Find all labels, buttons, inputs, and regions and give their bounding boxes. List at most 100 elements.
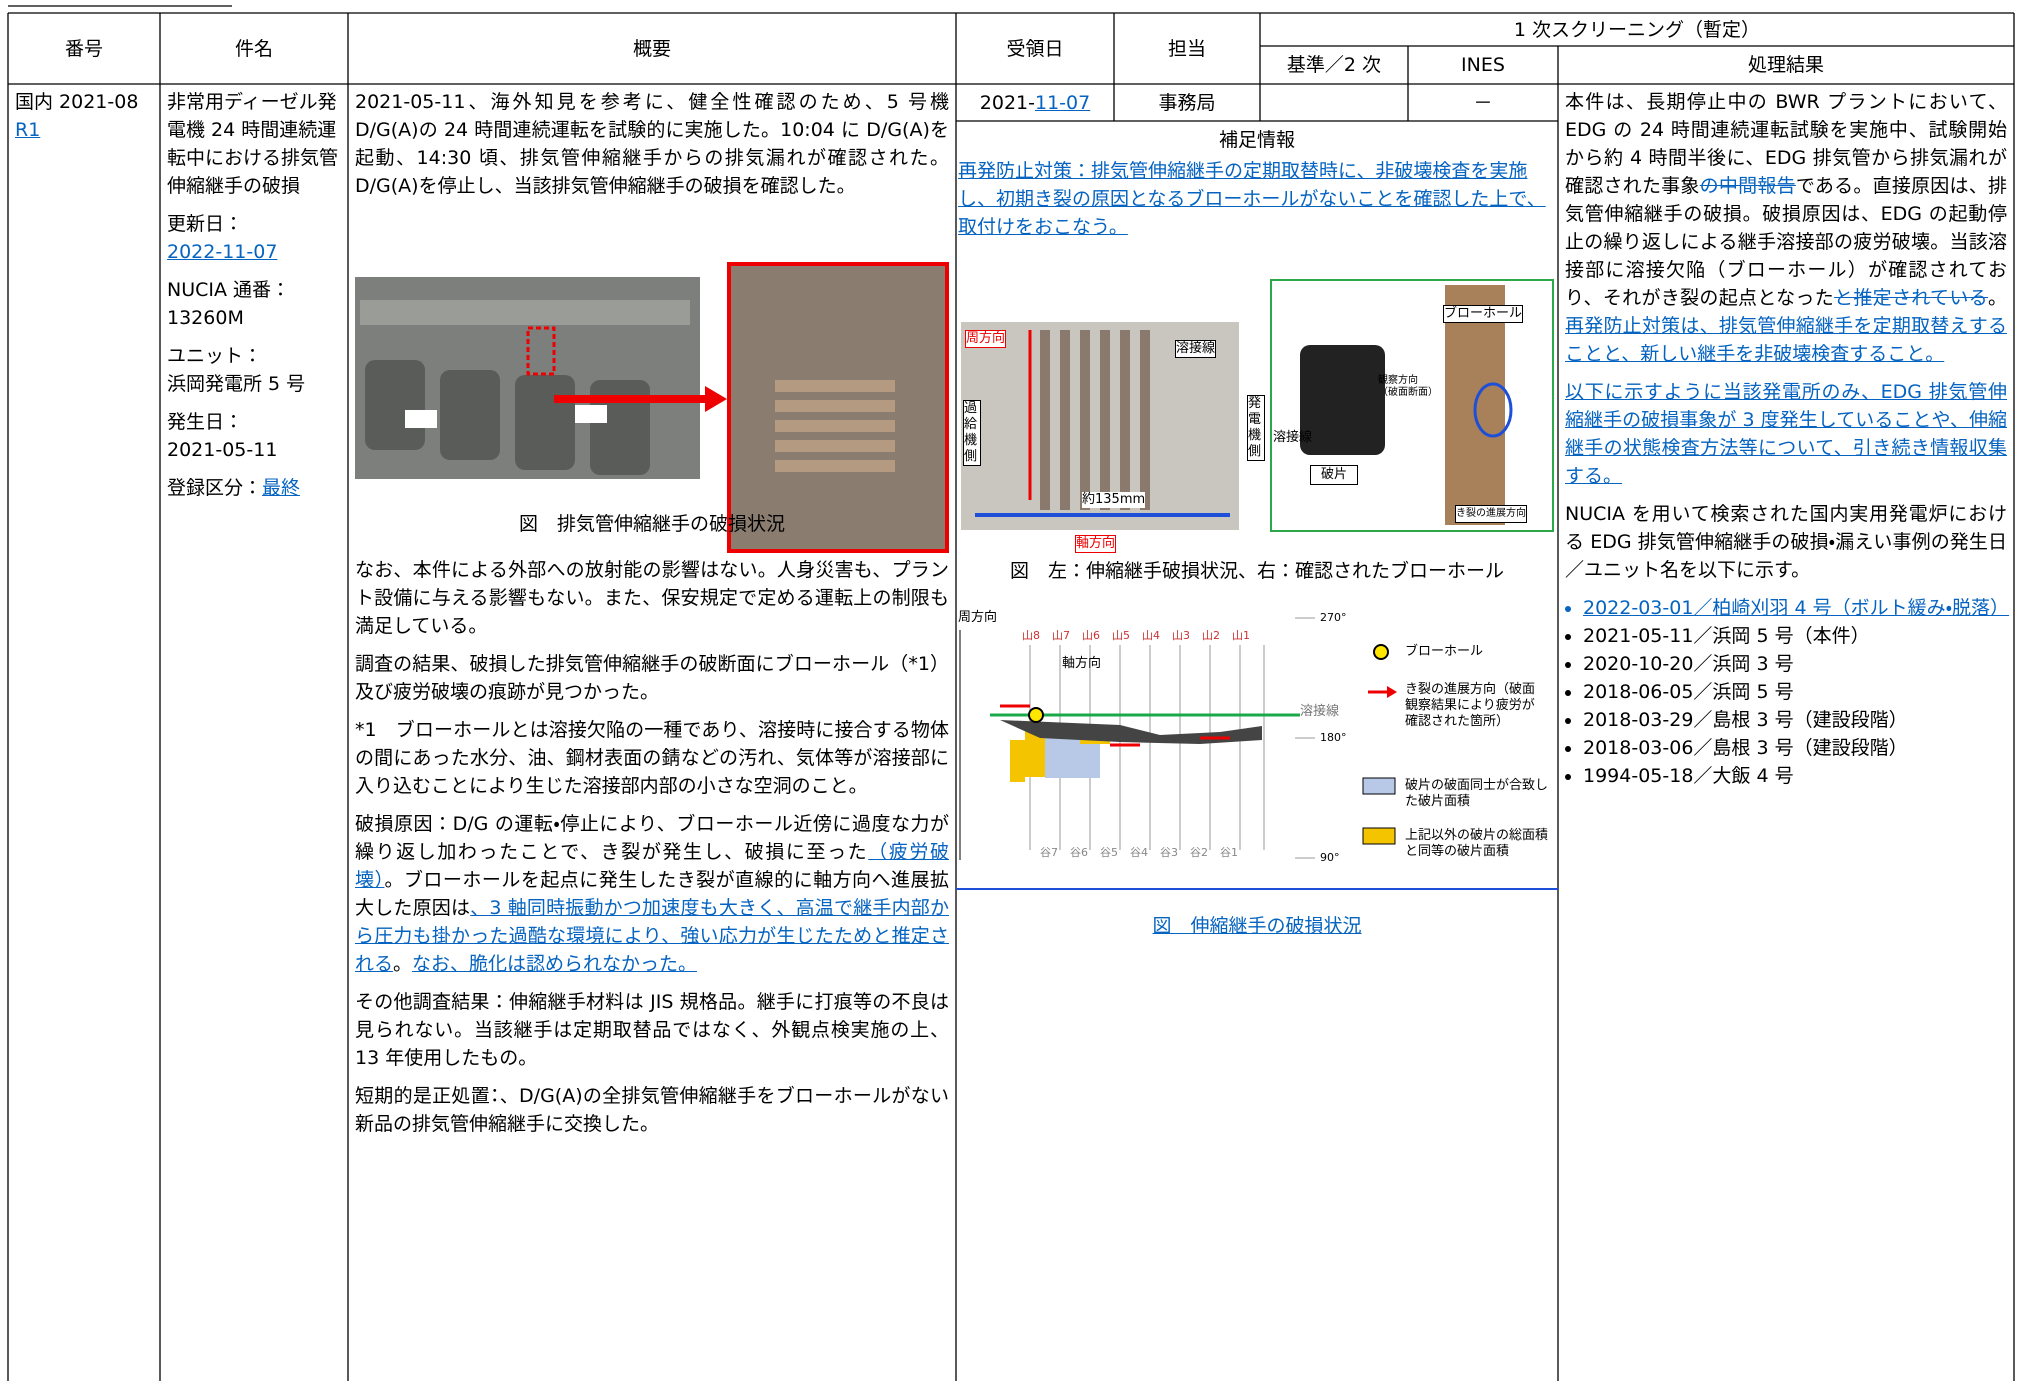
nucia-no: 13260M: [167, 307, 244, 329]
map-label: 軸方向: [1062, 656, 1102, 671]
summary-cell: 2021-05-11、海外知見を参考に、健全性確認のため、5 号機 D/G(A)…: [348, 86, 956, 1150]
photo-label: 破片: [1310, 465, 1359, 485]
map-label: 周方向: [958, 610, 998, 625]
text: *1 ブローホールとは溶接欠陥の一種であり、溶接時に接合する物体の間にあった水分…: [355, 719, 949, 797]
valley-label: 谷1: [1220, 846, 1238, 859]
figure-space: [355, 210, 949, 510]
paragraph: 破損原因：D/G の運転・停止により、ブローホール近傍に過度な力が繰り返し加わっ…: [355, 810, 949, 978]
valley-label: 谷3: [1160, 846, 1178, 859]
text: 。: [1987, 287, 2007, 309]
received-link[interactable]: 11-07: [1035, 91, 1091, 114]
case-item: 2018-03-06／島根 3 号（建設段階）: [1583, 734, 2007, 762]
text: 調査の結果、破損した排気管伸縮継手の破断面にブローホール（*1）及び疲労破壊の痕…: [355, 653, 949, 703]
paragraph: なお、本件による外部への放射能の影響はない。人身災害も、プラント設備に与える影響…: [355, 556, 949, 640]
arrow-head: [705, 386, 727, 412]
case-item: 2018-03-29／島根 3 号（建設段階）: [1583, 706, 2007, 734]
case-item: 2018-06-05／浜岡 5 号: [1583, 678, 2007, 706]
peak-label: 山4: [1142, 629, 1160, 642]
peak-label: 山5: [1112, 629, 1130, 642]
deleted-text: の中間報告: [1699, 175, 1796, 197]
photo-label: 過給機側: [963, 400, 981, 466]
staff-cell: 事務局: [1158, 91, 1216, 114]
paragraph: 2021-05-11、海外知見を参考に、健全性確認のため、5 号機 D/G(A)…: [355, 88, 949, 200]
map-label: 溶接線: [1300, 704, 1340, 719]
mask: [405, 410, 437, 428]
blowhole-mark: [1473, 382, 1513, 438]
text: である。直接原因は、排気管伸縮継手の破損。破損原因は、EDG の起動停止の繰り返…: [1565, 175, 2007, 309]
deleted-text: と推定されている: [1834, 287, 1988, 309]
text: NUCIA を用いて検索された国内実用発電炉における EDG 排気管伸縮継手の破…: [1565, 503, 2007, 581]
map-caption[interactable]: 図 伸縮継手の破損状況: [1152, 915, 1362, 937]
crack-trace: [1000, 720, 1262, 744]
angle: 90°: [1320, 851, 1340, 864]
peak-label: 山2: [1202, 629, 1220, 642]
legend-swatch: [1362, 777, 1396, 795]
label: 登録区分：: [167, 477, 263, 499]
bellows: [1040, 330, 1150, 510]
label: 発生日：: [167, 411, 244, 433]
result-cell: 本件は、長期停止中の BWR プラントにおいて、EDG の 24 時間連続運転試…: [1558, 86, 2014, 792]
header-cell: 基準／2 次: [1286, 54, 1382, 76]
label: NUCIA 通番：: [167, 279, 291, 301]
record-no: 国内 2021-08: [15, 91, 139, 113]
piece-photo: [1300, 345, 1385, 455]
crack-arrows: [1000, 704, 1230, 747]
highlight: [526, 326, 556, 376]
photo-caption: 図 左：伸縮継手破損状況、右：確認されたブローホール: [1009, 560, 1504, 582]
supplement-title: 補足情報: [1218, 129, 1295, 151]
case-item: 1994-05-18／大飯 4 号: [1583, 762, 2007, 790]
photo-label: 軸方向: [1075, 535, 1117, 553]
photo-label: 周方向: [965, 330, 1007, 348]
photo-label: ブローホール: [1443, 305, 1524, 323]
peak-label: 山1: [1232, 629, 1250, 642]
revision-link[interactable]: R1: [15, 119, 41, 141]
revised-text: 以下に示すように当該発電所のみ、EDG 排気管伸縮継手の破損事象が 3 度発生し…: [1565, 381, 2007, 487]
updated-link[interactable]: 2022-11-07: [167, 241, 278, 263]
subject-cell: 非常用ディーゼル発電機 24 時間連続運転中における排気管伸縮継手の破損 更新日…: [160, 86, 348, 504]
header-cell: 件名: [234, 37, 273, 60]
revised-text: 再発防止対策は、排気管伸縮継手を定期取替えすることと、新しい継手を非破壊検査する…: [1565, 315, 2007, 365]
paragraph: その他調査結果：伸縮継手材料は JIS 規格品。継手に打痕等の不良は見られない。…: [355, 988, 949, 1072]
peak-label: 山6: [1082, 629, 1100, 642]
legend-text: ブローホール: [1405, 644, 1484, 659]
revised-text: なお、脆化は認められなかった。: [412, 953, 698, 975]
case-item: 2021-05-11／浜岡 5 号（本件）: [1583, 622, 2007, 650]
photo-label: 溶接線: [1273, 430, 1313, 445]
header-cell: 概要: [632, 37, 671, 60]
text: 破損原因：D/G の運転・停止により、ブローホール近傍に過度な力が繰り返し加わっ…: [355, 813, 949, 863]
peak-label: 山3: [1172, 629, 1190, 642]
legend-arrow-head: [1387, 686, 1397, 698]
legend-text: き裂の進展方向（破面観察結果により疲労が確認された箇所）: [1405, 682, 1536, 729]
paragraph: 以下に示すように当該発電所のみ、EDG 排気管伸縮継手の破損事象が 3 度発生し…: [1565, 378, 2007, 490]
figure-caption: 図 排気管伸縮継手の破損状況: [518, 513, 785, 535]
text: 。: [393, 953, 413, 975]
header-cell: INES: [1461, 54, 1505, 76]
ines-cell: －: [1473, 91, 1493, 114]
case-item: 2022-03-01／柏崎刈羽 4 号（ボルト緩み・脱落）: [1583, 594, 2009, 622]
subject: 非常用ディーゼル発電機 24 時間連続運転中における排気管伸縮継手の破損: [167, 91, 339, 197]
photo-label: 発電機側: [1247, 395, 1265, 461]
label: ユニット：: [167, 345, 263, 367]
class-link[interactable]: 最終: [262, 477, 301, 499]
valley-label: 谷6: [1070, 846, 1088, 859]
peak-label: 山7: [1052, 629, 1070, 642]
engine-detail: [360, 300, 690, 475]
inset-frame: [1270, 279, 1554, 532]
text: なお、本件による外部への放射能の影響はない。人身災害も、プラント設備に与える影響…: [355, 559, 949, 637]
valley-label: 谷2: [1190, 846, 1208, 859]
legend-swatch: [1362, 827, 1396, 845]
text: その他調査結果：伸縮継手材料は JIS 規格品。継手に打痕等の不良は見られない。…: [355, 991, 949, 1069]
case-item: 2020-10-20／浜岡 3 号: [1583, 650, 2007, 678]
angle: 180°: [1320, 731, 1347, 744]
header-cell: 番号: [64, 37, 103, 60]
header-cell: 受領日: [1006, 37, 1064, 60]
fragment-area: [1010, 740, 1025, 782]
bellows: [775, 380, 895, 472]
header-cell: 担当: [1167, 37, 1206, 60]
photo-label: 約135mm: [1082, 492, 1146, 508]
valley-label: 谷4: [1130, 846, 1148, 859]
legend-blowhole: [1373, 644, 1389, 660]
revised-text: 、3 軸同時振動かつ加速度も大きく、高温で継手内部から圧力も掛かった過酷な環境に…: [355, 897, 949, 975]
